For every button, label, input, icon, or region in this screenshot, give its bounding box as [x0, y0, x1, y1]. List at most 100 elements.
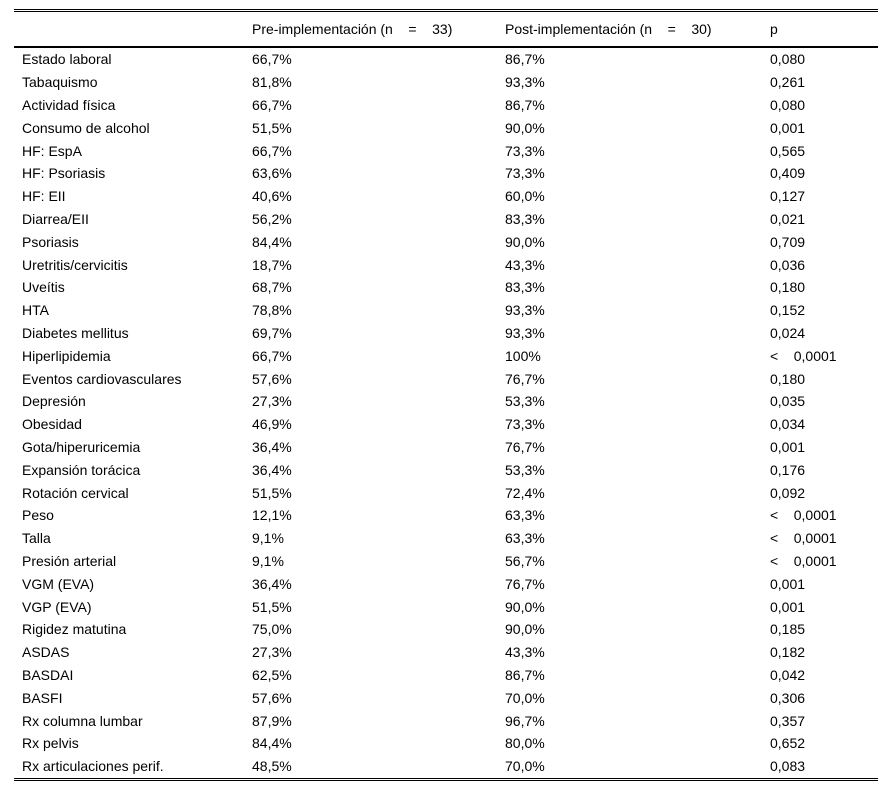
p-value: < 0,0001: [770, 347, 837, 364]
post-value: 56,7%: [505, 552, 545, 569]
row-label: Uveítis: [22, 279, 65, 296]
p-value: 0,001: [770, 575, 806, 592]
row-label: Gota/hiperuricemia: [22, 438, 141, 455]
header-empty: [14, 10, 252, 48]
pre-value: 36,4%: [252, 575, 292, 592]
row-label: Consumo de alcohol: [22, 119, 150, 136]
row-label: Eventos cardiovasculares: [22, 370, 182, 387]
p-value: 0,001: [770, 119, 806, 136]
table-row: Rx articulaciones perif. 48,5% 70,0% 0,083: [14, 755, 878, 779]
pre-value: 48,5%: [252, 758, 292, 775]
p-value: 0,080: [770, 96, 806, 113]
table-row: VGM (EVA) 36,4% 76,7% 0,001: [14, 572, 878, 595]
pre-value: 51,5%: [252, 598, 292, 615]
row-label: Diarrea/EII: [22, 210, 89, 227]
p-value: 0,176: [770, 461, 806, 478]
row-label: Uretritis/cervicitis: [22, 256, 128, 273]
post-value: 73,3%: [505, 165, 545, 182]
post-value: 80,0%: [505, 735, 545, 752]
post-value: 90,0%: [505, 119, 545, 136]
post-value: 86,7%: [505, 666, 545, 683]
table-row: BASFI 57,6% 70,0% 0,306: [14, 686, 878, 709]
pre-value: 69,7%: [252, 324, 292, 341]
pre-value: 81,8%: [252, 74, 292, 91]
pre-value: 27,3%: [252, 393, 292, 410]
pre-value: 36,4%: [252, 461, 292, 478]
post-value: 70,0%: [505, 758, 545, 775]
post-value: 63,3%: [505, 507, 545, 524]
row-label: Rigidez matutina: [22, 621, 127, 638]
pre-value: 9,1%: [252, 552, 284, 569]
pre-value: 63,6%: [252, 165, 292, 182]
p-value: 0,180: [770, 279, 806, 296]
p-value: 0,036: [770, 256, 806, 273]
pre-value: 56,2%: [252, 210, 292, 227]
table-row: HF: EspA 66,7% 73,3% 0,565: [14, 139, 878, 162]
p-value: < 0,0001: [770, 552, 837, 569]
row-label: Expansión torácica: [22, 461, 141, 478]
row-label: Diabetes mellitus: [22, 324, 129, 341]
row-label: ASDAS: [22, 644, 70, 661]
post-value: 72,4%: [505, 484, 545, 501]
post-value: 93,3%: [505, 324, 545, 341]
table-row: Psoriasis 84,4% 90,0% 0,709: [14, 230, 878, 253]
row-label: Hiperlipidemia: [22, 347, 111, 364]
results-table: Pre-implementación (n = 33) Post-impleme…: [14, 9, 878, 781]
row-label: Peso: [22, 507, 54, 524]
p-value: 0,565: [770, 142, 806, 159]
table-row: Gota/hiperuricemia 36,4% 76,7% 0,001: [14, 436, 878, 459]
p-value: 0,261: [770, 74, 806, 91]
p-value: 0,042: [770, 666, 806, 683]
table-row: Presión arterial 9,1% 56,7% < 0,0001: [14, 550, 878, 573]
pre-value: 68,7%: [252, 279, 292, 296]
table-header-row: Pre-implementación (n = 33) Post-impleme…: [14, 10, 878, 48]
pre-value: 66,7%: [252, 347, 292, 364]
pre-value: 75,0%: [252, 621, 292, 638]
table-row: VGP (EVA) 51,5% 90,0% 0,001: [14, 595, 878, 618]
post-value: 53,3%: [505, 461, 545, 478]
table-row: BASDAI 62,5% 86,7% 0,042: [14, 664, 878, 687]
row-label: Tabaquismo: [22, 74, 98, 91]
row-label: VGM (EVA): [22, 575, 95, 592]
row-label: HF: EspA: [22, 142, 82, 159]
post-value: 76,7%: [505, 370, 545, 387]
table-row: Uveítis 68,7% 83,3% 0,180: [14, 276, 878, 299]
post-value: 96,7%: [505, 712, 545, 729]
pre-value: 57,6%: [252, 689, 292, 706]
post-value: 73,3%: [505, 142, 545, 159]
post-value: 90,0%: [505, 621, 545, 638]
p-value: 0,357: [770, 712, 806, 729]
table-row: Obesidad 46,9% 73,3% 0,034: [14, 413, 878, 436]
post-value: 93,3%: [505, 74, 545, 91]
pre-value: 66,7%: [252, 142, 292, 159]
table-row: Estado laboral 66,7% 86,7% 0,080: [14, 47, 878, 71]
pre-value: 66,7%: [252, 51, 292, 68]
table-row: Rx columna lumbar 87,9% 96,7% 0,357: [14, 709, 878, 732]
header-pre-implementation: Pre-implementación (n = 33): [252, 10, 505, 48]
table-row: HF: Psoriasis 63,6% 73,3% 0,409: [14, 162, 878, 185]
table-row: Consumo de alcohol 51,5% 90,0% 0,001: [14, 116, 878, 139]
pre-value: 78,8%: [252, 302, 292, 319]
p-value: 0,001: [770, 598, 806, 615]
row-label: Talla: [22, 530, 51, 547]
pre-value: 62,5%: [252, 666, 292, 683]
row-label: Rx articulaciones perif.: [22, 758, 164, 775]
table-row: Tabaquismo 81,8% 93,3% 0,261: [14, 71, 878, 94]
p-value: 0,035: [770, 393, 806, 410]
post-value: 73,3%: [505, 416, 545, 433]
p-value: 0,652: [770, 735, 806, 752]
p-value: 0,709: [770, 233, 806, 250]
table-row: HF: EII 40,6% 60,0% 0,127: [14, 185, 878, 208]
p-value: 0,034: [770, 416, 806, 433]
p-value: 0,127: [770, 188, 806, 205]
post-value: 90,0%: [505, 598, 545, 615]
row-label: VGP (EVA): [22, 598, 92, 615]
row-label: Actividad física: [22, 96, 116, 113]
post-value: 76,7%: [505, 575, 545, 592]
pre-value: 36,4%: [252, 438, 292, 455]
pre-value: 57,6%: [252, 370, 292, 387]
table-row: Uretritis/cervicitis 18,7% 43,3% 0,036: [14, 253, 878, 276]
post-value: 53,3%: [505, 393, 545, 410]
table-row: Hiperlipidemia 66,7% 100% < 0,0001: [14, 344, 878, 367]
